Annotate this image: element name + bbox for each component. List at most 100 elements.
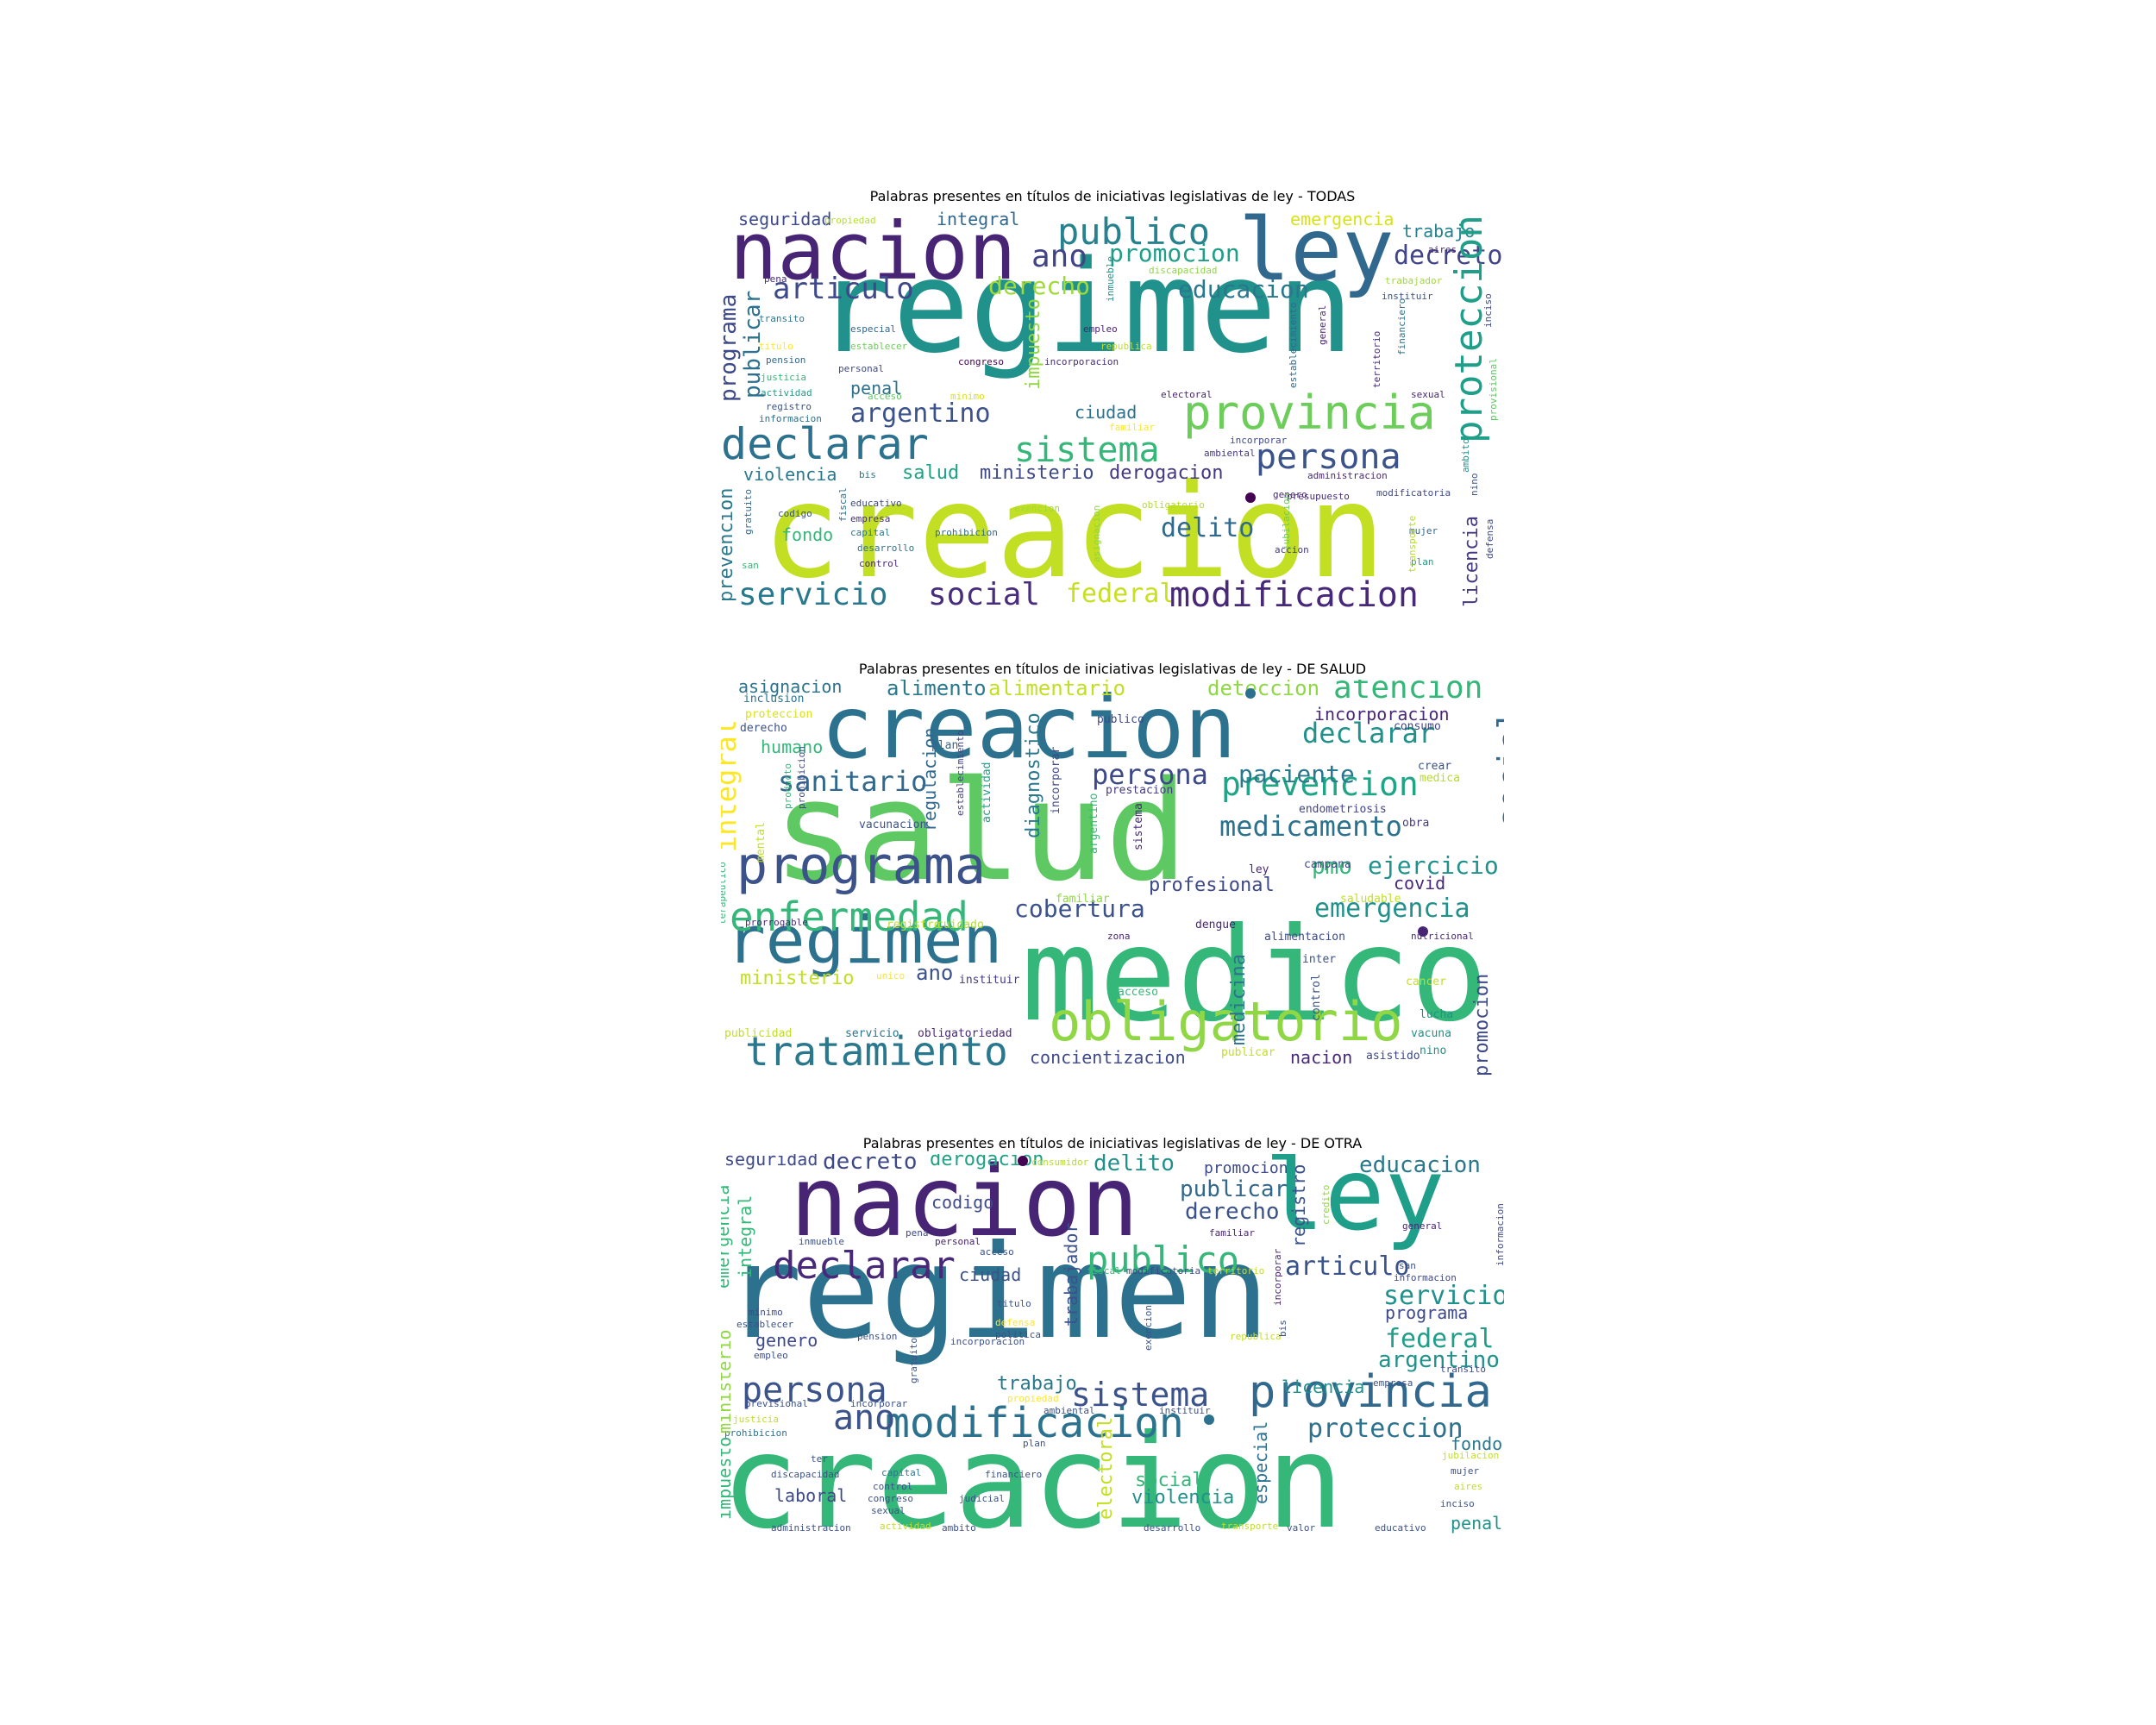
cloud-word: violencia (743, 464, 837, 485)
cloud-word: exencion (1014, 503, 1060, 514)
cloud-word: administracion (771, 1522, 851, 1534)
cloud-word: emergencia (1290, 209, 1395, 229)
cloud-word: emergencia (1314, 894, 1470, 924)
cloud-word: obligatoriedad (918, 1027, 1012, 1040)
cloud-word: discapacidad (771, 1469, 840, 1480)
dot-mark (1018, 1156, 1028, 1166)
cloud-word: penal (1451, 1513, 1503, 1534)
cloud-word: transito (759, 313, 805, 324)
cloud-word: mental (755, 822, 768, 862)
cloud-word: control (1310, 974, 1323, 1021)
cloud-word: delito (1161, 513, 1255, 543)
cloud-word: terapeutico (721, 862, 728, 925)
cloud-word: lucha (1420, 1008, 1454, 1021)
cloud-word: establecer (850, 341, 908, 352)
cloud-word: impuesto (1023, 298, 1044, 390)
cloud-word: violencia (1131, 1487, 1235, 1509)
cloud-word: capital (850, 527, 891, 538)
cloud-word: incorporacion (1314, 704, 1450, 724)
cloud-word: modificacion (1169, 575, 1419, 615)
cloud-word: credito (1320, 1184, 1332, 1225)
cloud-word: discapacidad (1149, 265, 1218, 276)
cloud-word: ley (1238, 207, 1395, 300)
cloud-word: instituir (1159, 1405, 1211, 1416)
cloud-word: genero (1273, 489, 1307, 500)
cloud-word: genero (755, 1330, 818, 1351)
cloud-word: transporte (1221, 1521, 1279, 1532)
cloud-word: promocion (1471, 973, 1493, 1076)
cloud-word: acceso (980, 1246, 1014, 1258)
cloud-word: profesional (1149, 875, 1275, 896)
cloud-word: empresa (850, 513, 891, 524)
cloud-word: valor (1287, 1522, 1316, 1534)
cloud-word: ano (833, 1398, 896, 1438)
cloud-word: derogacion (930, 1154, 1044, 1170)
cloud-word: inciso (1440, 1498, 1475, 1509)
cloud-word: pmo (1312, 854, 1352, 880)
dot-mark (1204, 1414, 1214, 1425)
cloud-word: creacion (821, 680, 1237, 778)
cloud-word: salud (902, 462, 960, 484)
cloud-word: financiero (985, 1469, 1043, 1480)
panel-title-salud: Palabras presentes en títulos de iniciat… (858, 661, 1367, 677)
cloud-word: trabajador (1061, 1222, 1081, 1327)
cloud-word: san (742, 560, 759, 571)
cloud-word: nino (1420, 1044, 1447, 1057)
cloud-word: minimo (950, 391, 985, 402)
cloud-word: especial (1250, 1421, 1271, 1504)
cloud-word: regimen (816, 233, 1354, 381)
cloud-word: inmueble (799, 1236, 844, 1247)
cloud-word: ministerio (740, 968, 855, 989)
cloud-word: incorporacion (1044, 356, 1119, 367)
cloud-word: bis (1277, 1320, 1288, 1337)
cloud-word: declarar (773, 1244, 956, 1288)
cloud-word: provisional (1488, 358, 1499, 421)
cloud-word: acceso (868, 391, 902, 402)
cloud-word: emergencia (721, 1184, 733, 1289)
cloud-word: ano (916, 961, 954, 985)
cloud-word: covid (1394, 873, 1446, 894)
panel-title-todas: Palabras presentes en títulos de iniciat… (869, 188, 1356, 204)
wordcloud-otra: regimen creacion nacion ley declarar publico m… (721, 1154, 1504, 1568)
cloud-word: promocion (1204, 1159, 1288, 1177)
cloud-word: publico (1057, 210, 1211, 253)
cloud-word: electoral (1095, 1416, 1117, 1520)
cloud-word: financiero (1396, 298, 1407, 355)
cloud-word: impuesto (721, 1436, 735, 1520)
cloud-word: atencion (1333, 680, 1483, 706)
cloud-word: mujer (1409, 525, 1438, 536)
cloud-word: penal (850, 378, 903, 398)
panel-title-otra: Palabras presentes en títulos de iniciat… (862, 1135, 1363, 1151)
cloud-word: trabajo (1402, 221, 1476, 242)
cloud-word: nacion (730, 207, 1017, 298)
cloud-word: plan (1411, 556, 1434, 568)
cloud-word: persona (1092, 758, 1208, 791)
cloud-word: transporte (1407, 515, 1418, 573)
cloud-word: prorrogable (745, 917, 808, 928)
cloud-word: incorporacion (950, 1336, 1025, 1347)
cloud-word: decreto (823, 1154, 918, 1175)
cloud-word: educativo (1375, 1522, 1426, 1534)
cloud-word: personal (838, 363, 884, 374)
cloud-word: modificatoria (1376, 487, 1451, 499)
cloud-word: producto (782, 763, 793, 809)
cloud-word: ambiental (1204, 448, 1256, 459)
cloud-word: previsional (745, 1398, 808, 1409)
cloud-word: salud (773, 750, 1188, 912)
cloud-word: enfermedad (730, 894, 968, 940)
cloud-word: zona (1107, 931, 1131, 942)
cloud-word: capital (881, 1467, 922, 1478)
cloud-word: defensa (1484, 518, 1495, 559)
cloud-word: medica (1420, 772, 1460, 785)
cloud-word: ambiental (1044, 1405, 1095, 1416)
cloud-word: consumo (1394, 720, 1441, 733)
cloud-word: ter (811, 1453, 828, 1465)
cloud-word: tratamiento (745, 1028, 1008, 1075)
cloud-word: actividad (981, 762, 993, 823)
cloud-word: pena (764, 273, 787, 285)
cloud-word: laboral (774, 1485, 848, 1506)
cloud-word: ministerio (980, 462, 1094, 484)
cloud-word: fondo (1451, 1433, 1503, 1454)
cloud-word: social (928, 577, 1041, 612)
cloud-word: licencia (1282, 1377, 1365, 1397)
